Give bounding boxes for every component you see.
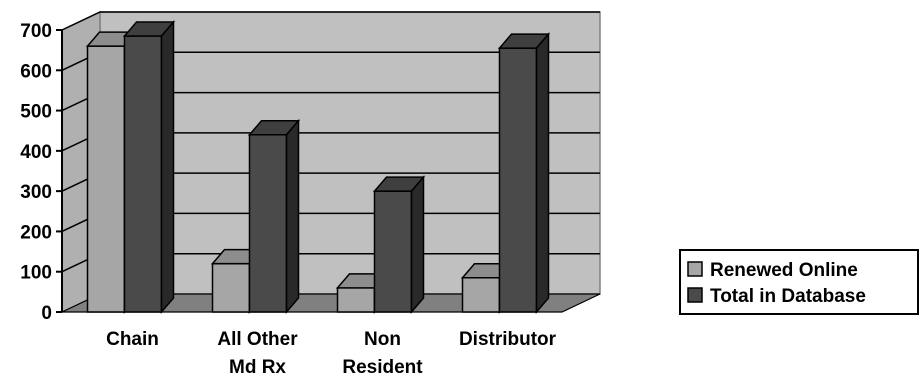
x-label-chain: Chain: [106, 329, 159, 350]
legend-swatch-renewed-online: [687, 261, 703, 277]
y-tick-label: 200: [20, 222, 52, 243]
y-tick-label: 300: [20, 182, 52, 203]
bar-total-in-database-all-other-md-rx: [247, 118, 301, 315]
legend-label-renewed-online: Renewed Online: [710, 260, 858, 281]
y-tick-label: 600: [20, 61, 52, 82]
legend-label-total-in-database: Total in Database: [710, 286, 866, 307]
y-tick-label: 0: [41, 303, 52, 324]
y-tick-label: 400: [20, 142, 52, 163]
gridline: [61, 11, 600, 31]
bar-total-in-database-distributor: [497, 32, 551, 315]
y-tick-label: 700: [20, 21, 52, 42]
legend-swatch-total-in-database: [687, 287, 703, 303]
bar-total-in-database-chain: [122, 20, 176, 315]
x-label-all-other-md-rx: All Other Md Rx: [217, 329, 298, 377]
x-label-non-resident: Non Resident: [342, 329, 423, 377]
y-axis: 0 100 200 300 400 500 600 700: [20, 21, 63, 324]
legend: Renewed Online Total in Database: [679, 249, 919, 315]
y-tick-label: 500: [20, 102, 52, 123]
y-tick-label: 100: [20, 263, 52, 284]
x-axis-labels: Chain All Other Md Rx Non Resident Distributo…: [106, 329, 557, 377]
bars: [85, 20, 551, 315]
bar-total-in-database-non-resident: [372, 175, 426, 315]
x-label-distributor: Distributor: [459, 329, 557, 350]
legend-box: [679, 249, 919, 315]
